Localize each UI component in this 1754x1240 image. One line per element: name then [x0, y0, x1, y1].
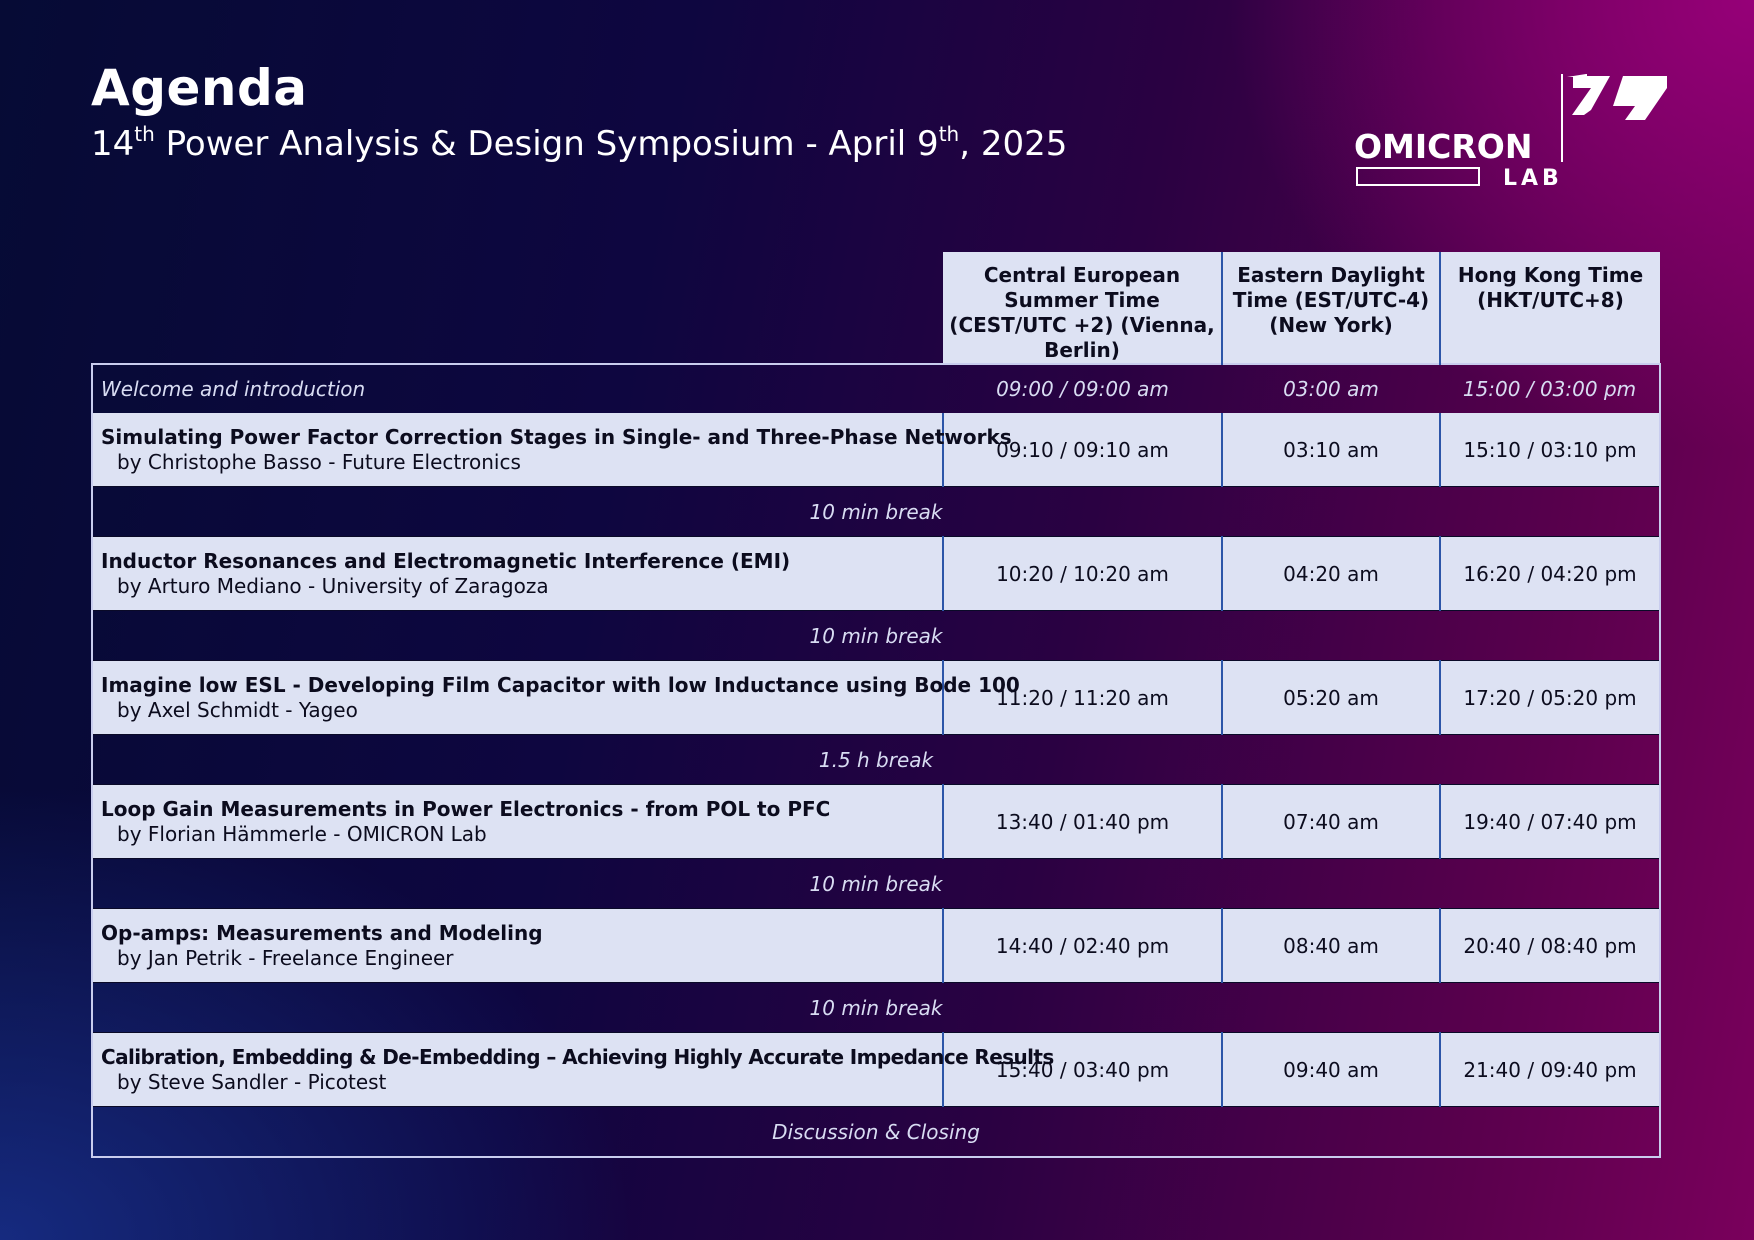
subtitle-year: , 2025: [959, 124, 1068, 164]
session-speaker: by Jan Petrik - Freelance Engineer: [117, 945, 454, 970]
session-time-cest: 15:40 / 03:40 pm: [942, 1032, 1222, 1107]
session-title: Simulating Power Factor Correction Stage…: [101, 424, 1012, 449]
session-time-edt: 07:40 am: [1221, 784, 1440, 859]
break-row: 10 min break: [92, 610, 1660, 661]
session-time-hkt: 17:20 / 05:20 pm: [1439, 660, 1660, 735]
agenda-table: Central European Summer Time (CEST/UTC +…: [91, 252, 1661, 1158]
closing-label: Discussion & Closing: [92, 1106, 1660, 1158]
session-title: Inductor Resonances and Electromagnetic …: [101, 548, 791, 573]
break-label: 1.5 h break: [92, 734, 1660, 785]
session-topic: Op-amps: Measurements and Modeling by Ja…: [92, 908, 943, 983]
subtitle-event-name: Power Analysis & Design Symposium - Apri…: [154, 124, 939, 164]
session-row: Simulating Power Factor Correction Stage…: [92, 413, 1660, 487]
welcome-time-edt: 03:00 am: [1283, 377, 1379, 401]
break-label: 10 min break: [92, 486, 1660, 537]
session-title: Op-amps: Measurements and Modeling: [101, 920, 543, 945]
logo-sub-text: LAB: [1503, 166, 1563, 191]
session-time-hkt: 15:10 / 03:10 pm: [1439, 413, 1660, 487]
session-speaker: by Florian Hämmerle - OMICRON Lab: [117, 821, 487, 846]
session-time-hkt: 21:40 / 09:40 pm: [1439, 1032, 1660, 1107]
session-time-cest: 13:40 / 01:40 pm: [942, 784, 1222, 859]
closing-row: Discussion & Closing: [92, 1106, 1660, 1158]
session-time-edt: 03:10 am: [1221, 413, 1440, 487]
header-hkt: Hong Kong Time (HKT/UTC+8): [1439, 252, 1660, 364]
session-topic: Loop Gain Measurements in Power Electron…: [92, 784, 943, 859]
session-row: Op-amps: Measurements and Modeling by Ja…: [92, 908, 1660, 983]
break-label: 10 min break: [92, 982, 1660, 1033]
session-time-edt: 04:20 am: [1221, 536, 1440, 611]
session-topic: Calibration, Embedding & De-Embedding – …: [92, 1032, 1054, 1107]
session-speaker: by Steve Sandler - Picotest: [117, 1069, 387, 1094]
session-row: Imagine low ESL - Developing Film Capaci…: [92, 660, 1660, 735]
break-row: 1.5 h break: [92, 734, 1660, 785]
header-cest: Central European Summer Time (CEST/UTC +…: [943, 252, 1222, 364]
session-time-cest: 10:20 / 10:20 am: [942, 536, 1222, 611]
subtitle-ordinal-suffix: th: [134, 122, 155, 146]
agenda-body: Welcome and introduction 09:00 / 09:00 a…: [92, 364, 1660, 1158]
welcome-label: Welcome and introduction: [101, 377, 366, 401]
session-topic: Simulating Power Factor Correction Stage…: [92, 413, 1012, 487]
session-time-cest: 11:20 / 11:20 am: [942, 660, 1222, 735]
break-label: 10 min break: [92, 610, 1660, 661]
welcome-row: Welcome and introduction 09:00 / 09:00 a…: [92, 364, 1660, 413]
session-speaker: by Arturo Mediano - University of Zarago…: [117, 573, 549, 598]
page-subtitle: 14th Power Analysis & Design Symposium -…: [91, 124, 1068, 164]
session-time-hkt: 16:20 / 04:20 pm: [1439, 536, 1660, 611]
session-time-edt: 08:40 am: [1221, 908, 1440, 983]
break-row: 10 min break: [92, 858, 1660, 909]
subtitle-date-suffix: th: [938, 122, 960, 146]
break-row: 10 min break: [92, 982, 1660, 1033]
session-row: Calibration, Embedding & De-Embedding – …: [92, 1032, 1660, 1107]
session-time-cest: 14:40 / 02:40 pm: [942, 908, 1222, 983]
session-time-edt: 05:20 am: [1221, 660, 1440, 735]
session-time-hkt: 19:40 / 07:40 pm: [1439, 784, 1660, 859]
header-blank-cell: [92, 252, 943, 364]
omicron-lab-logo: OMICRON LAB: [1355, 74, 1667, 191]
session-speaker: by Axel Schmidt - Yageo: [117, 697, 358, 722]
page-title: Agenda: [91, 59, 308, 117]
session-topic: Imagine low ESL - Developing Film Capaci…: [92, 660, 1020, 735]
header-edt: Eastern Daylight Time (EST/UTC-4) (New Y…: [1221, 252, 1440, 364]
session-time-edt: 09:40 am: [1221, 1032, 1440, 1107]
session-topic: Inductor Resonances and Electromagnetic …: [92, 536, 943, 611]
subtitle-edition-number: 14: [91, 124, 135, 164]
session-time-cest: 09:10 / 09:10 am: [942, 413, 1222, 487]
session-row: Loop Gain Measurements in Power Electron…: [92, 784, 1660, 859]
session-row: Inductor Resonances and Electromagnetic …: [92, 536, 1660, 611]
header-row: Central European Summer Time (CEST/UTC +…: [92, 252, 1660, 364]
logo-brand-text: OMICRON: [1355, 127, 1532, 166]
session-title: Loop Gain Measurements in Power Electron…: [101, 796, 831, 821]
break-label: 10 min break: [92, 858, 1660, 909]
session-title: Calibration, Embedding & De-Embedding – …: [101, 1044, 1054, 1069]
break-row: 10 min break: [92, 486, 1660, 537]
session-time-hkt: 20:40 / 08:40 pm: [1439, 908, 1660, 983]
session-title: Imagine low ESL - Developing Film Capaci…: [101, 672, 1020, 697]
session-speaker: by Christophe Basso - Future Electronics: [117, 449, 521, 474]
welcome-time-cest: 09:00 / 09:00 am: [996, 377, 1169, 401]
welcome-time-hkt: 15:00 / 03:00 pm: [1462, 377, 1637, 401]
